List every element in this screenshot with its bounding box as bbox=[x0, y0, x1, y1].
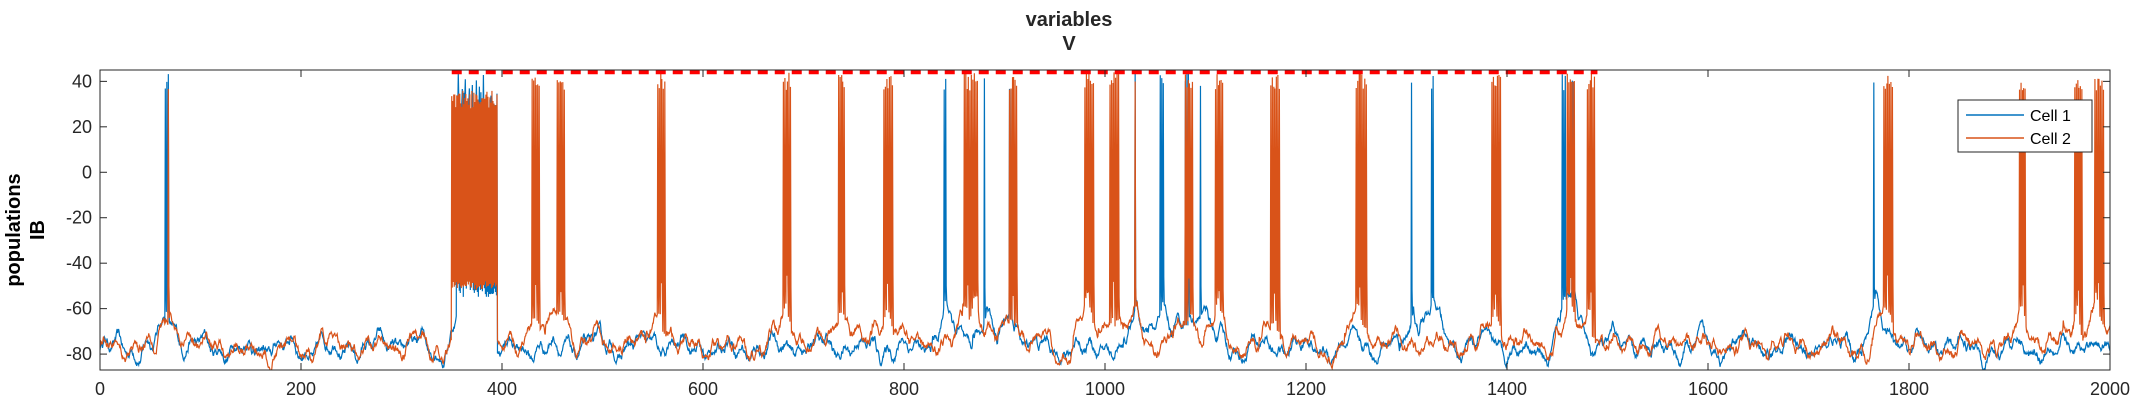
x-tick-label: 800 bbox=[889, 379, 919, 399]
x-tick-label: 200 bbox=[286, 379, 316, 399]
series-line-cell-2 bbox=[100, 72, 2110, 370]
plot-area: 0 200 400 600 800 1000 1200 1400 1600 1800 2000 -8… bbox=[66, 69, 2130, 399]
chart-title-line-1: variables bbox=[1026, 9, 1113, 31]
y-tick-label: 40 bbox=[72, 71, 92, 91]
y-tick-label: 0 bbox=[82, 162, 92, 182]
legend: Cell 1 Cell 2 bbox=[1957, 99, 2093, 153]
x-tick-label: 1400 bbox=[1487, 379, 1527, 399]
y-axis-label-line-2: IB bbox=[27, 220, 49, 240]
y-tick-label: 20 bbox=[72, 117, 92, 137]
legend-box bbox=[1957, 99, 2093, 153]
x-tick-label: 0 bbox=[95, 379, 105, 399]
chart-title-line-2: V bbox=[1062, 33, 1076, 55]
x-tick-label: 1000 bbox=[1085, 379, 1125, 399]
x-tick-label: 2000 bbox=[2090, 379, 2130, 399]
legend-label-cell-1: Cell 1 bbox=[2030, 108, 2071, 125]
y-tick-label: -60 bbox=[66, 299, 92, 319]
x-tick-label: 600 bbox=[688, 379, 718, 399]
x-tick-label: 1800 bbox=[1889, 379, 1929, 399]
x-tick-label: 1200 bbox=[1286, 379, 1326, 399]
y-axis-label-line-1: populations bbox=[3, 173, 25, 286]
series-line-cell-1 bbox=[100, 72, 2110, 370]
y-tick-label: -80 bbox=[66, 344, 92, 364]
x-tick-label: 1600 bbox=[1688, 379, 1728, 399]
y-tick-label: -40 bbox=[66, 253, 92, 273]
x-axis: 0 200 400 600 800 1000 1200 1400 1600 1800 2000 bbox=[95, 70, 2130, 399]
y-tick-label: -20 bbox=[66, 208, 92, 228]
legend-label-cell-2: Cell 2 bbox=[2030, 131, 2071, 148]
y-axis: -80 -60 -40 -20 0 20 40 bbox=[66, 71, 2110, 364]
x-tick-label: 400 bbox=[487, 379, 517, 399]
